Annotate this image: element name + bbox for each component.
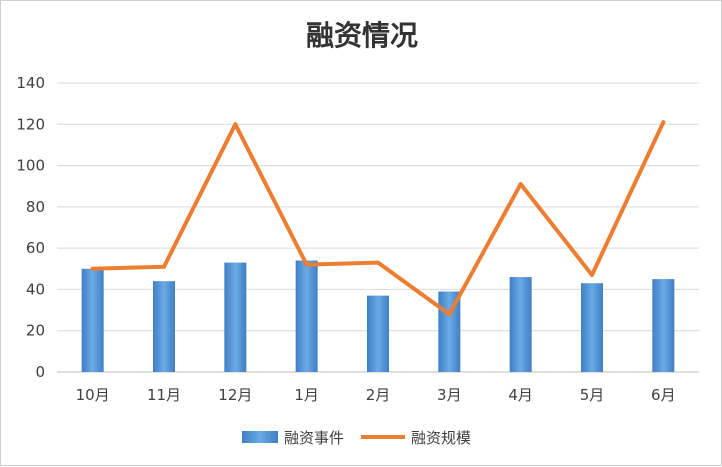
y-tick-label: 0	[35, 363, 45, 381]
bar	[81, 268, 104, 372]
chart-title: 融资情况	[306, 19, 418, 52]
x-tick-label: 2月	[366, 386, 391, 404]
x-tick-label: 6月	[651, 386, 676, 404]
line-series	[90, 120, 666, 317]
line-point	[376, 260, 380, 265]
bar	[153, 281, 175, 372]
line-point	[304, 262, 309, 267]
x-tick-label: 4月	[508, 386, 533, 404]
y-tick-label: 140	[16, 74, 45, 92]
bar	[581, 283, 603, 372]
bar	[295, 260, 318, 372]
line-path	[90, 120, 666, 317]
x-tick-label: 11月	[147, 386, 181, 404]
line-point	[447, 312, 452, 317]
y-tick-label: 100	[16, 157, 45, 175]
bar	[509, 277, 532, 372]
bar	[367, 295, 389, 372]
line-point	[661, 120, 666, 125]
legend-swatch-bar	[242, 431, 278, 443]
bar-series	[81, 260, 675, 372]
y-tick-label: 40	[26, 280, 45, 298]
legend-label: 融资事件	[284, 429, 344, 447]
line-point	[518, 182, 523, 187]
x-tick-label: 12月	[218, 386, 252, 404]
line-point	[90, 266, 95, 271]
x-tick-label: 1月	[294, 386, 319, 404]
y-tick-label: 120	[16, 115, 45, 133]
line-point	[233, 122, 238, 127]
line-point	[162, 264, 166, 269]
line-point	[590, 272, 594, 277]
y-tick-label: 20	[26, 322, 45, 340]
x-axis-tick-labels: 10月 11月 12月 1月 2月 3月 4月 5月 6月	[76, 386, 676, 404]
legend: 融资事件 融资规模	[242, 429, 471, 447]
x-tick-label: 5月	[580, 386, 605, 404]
x-tick-label: 10月	[76, 386, 110, 404]
y-axis-tick-labels: 0 20 40 60 80 100 120 140	[16, 74, 45, 381]
bar	[224, 262, 247, 372]
bar	[652, 279, 675, 372]
x-tick-label: 3月	[437, 386, 462, 404]
legend-label: 融资规模	[411, 429, 471, 447]
y-tick-label: 60	[26, 239, 45, 257]
y-tick-label: 80	[26, 198, 45, 216]
